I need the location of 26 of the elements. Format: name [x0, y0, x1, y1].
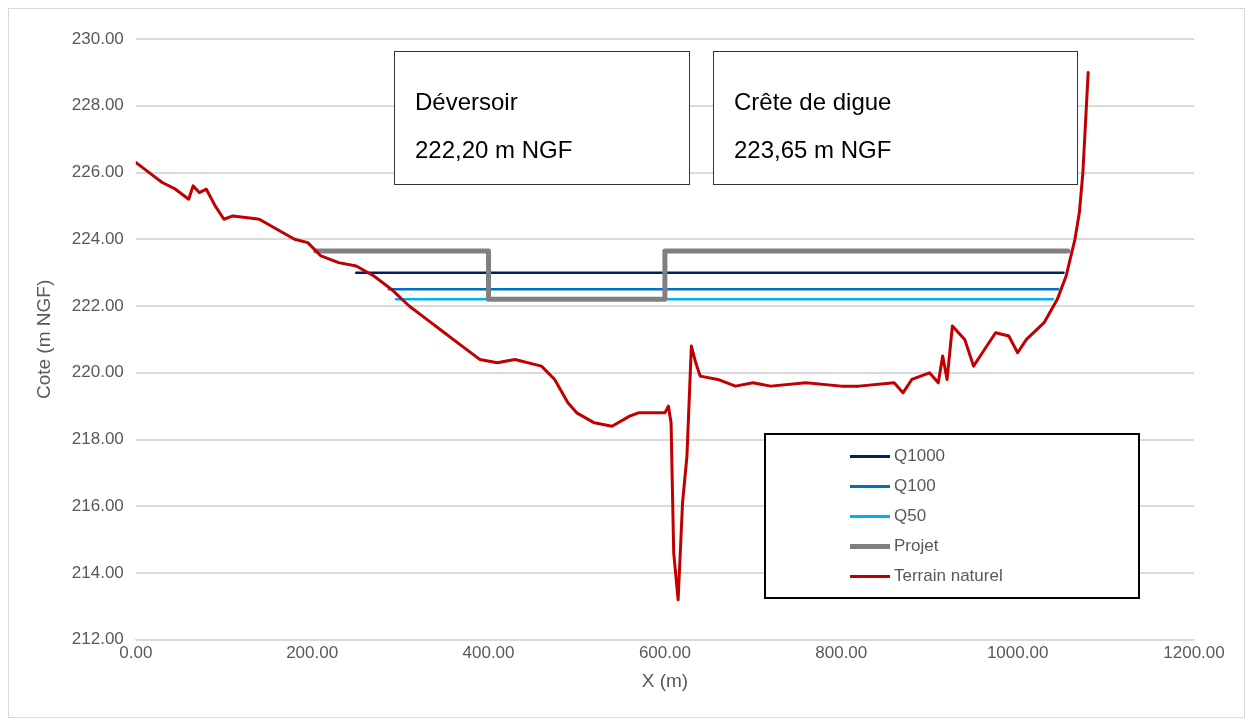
annotation: Crête de digue 223,65 m NGF — [734, 87, 893, 165]
y-axis-title: Cote (m NGF) — [32, 279, 54, 400]
y-tick-label: 230.00 — [71, 28, 124, 48]
x-tick-label: 200.00 — [286, 642, 339, 662]
legend-label: Terrain naturel — [894, 566, 1003, 586]
x-tick-label: 400.00 — [462, 642, 515, 662]
legend-label: Q100 — [894, 476, 936, 496]
y-tick-label: 218.00 — [71, 429, 124, 449]
y-tick-label: 216.00 — [71, 495, 124, 515]
y-tick-label: 226.00 — [71, 162, 124, 182]
x-axis-title: X (m) — [641, 669, 689, 691]
x-tick-label: 1000.00 — [986, 642, 1049, 662]
x-tick-label: 600.00 — [638, 642, 691, 662]
y-tick-label: 220.00 — [71, 362, 124, 382]
note-box: Crête de digue 223,65 m NGF — [713, 51, 1078, 185]
y-tick-label: 224.00 — [71, 228, 124, 248]
legend-label: Projet — [894, 536, 939, 556]
legend-label: Q1000 — [894, 446, 946, 466]
x-tick-label: 1200.00 — [1163, 642, 1225, 662]
annotation: Déversoir 222,20 m NGF — [415, 87, 574, 165]
note-box: Déversoir 222,20 m NGF — [394, 51, 690, 185]
x-tick-label: 800.00 — [815, 642, 868, 662]
y-tick-label: 228.00 — [71, 95, 124, 115]
y-tick-label: 222.00 — [71, 295, 124, 315]
legend-label: Q50 — [894, 506, 927, 526]
y-tick-label: 214.00 — [71, 562, 124, 582]
